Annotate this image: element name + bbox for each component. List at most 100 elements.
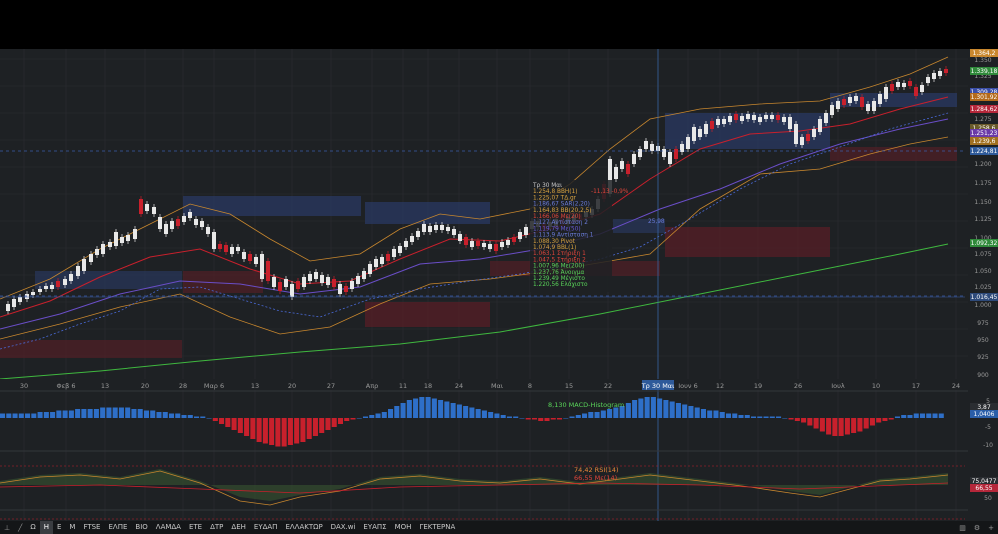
time-axis[interactable]: 30 Φεβ 6 13 20 28 Μαρ 6 13 20 27 Απρ 11 18 24 Μαι 8 15 2… <box>20 382 960 390</box>
price-tick-label: 1.200 <box>974 161 991 168</box>
candle-body <box>82 259 86 271</box>
time-tick-label: Μαι <box>491 382 503 390</box>
candle-body <box>842 99 846 105</box>
candle-body <box>482 243 486 247</box>
macd-bar <box>876 418 882 423</box>
symbol-tab[interactable]: ΕΥΔΑΠ <box>253 523 278 531</box>
symbol-tab[interactable]: ΛΑΜΔΑ <box>155 523 181 531</box>
candle-body <box>362 271 366 279</box>
candle-body <box>500 242 504 247</box>
macd-bar <box>281 418 287 447</box>
macd-bar <box>732 413 738 418</box>
symbol-tab[interactable]: Η <box>39 521 53 534</box>
rsi-badge <box>970 484 998 492</box>
macd-bar <box>932 413 938 418</box>
macd-bar <box>287 418 293 445</box>
candle-body <box>698 129 702 137</box>
macd-bar <box>888 418 894 420</box>
macd-bar <box>344 418 350 421</box>
time-tick-label: Απρ <box>366 382 379 390</box>
candle-body <box>95 249 99 255</box>
macd-bar <box>356 418 362 419</box>
candle-body <box>50 285 54 289</box>
symbol-tab[interactable]: Ε <box>56 523 62 531</box>
symbol-tab[interactable]: Μ <box>69 523 76 531</box>
candle-body <box>800 137 804 145</box>
rsi-fill <box>0 469 948 501</box>
chart-type-icon[interactable]: ▥ <box>959 523 966 532</box>
macd-bar <box>813 418 819 429</box>
symbol-tab[interactable]: ΕΛΠΕ <box>108 523 128 531</box>
symbol-tab[interactable]: ΔΕΗ <box>231 523 246 531</box>
tooltip-line: 1.119,79 Με(50) <box>533 226 581 232</box>
macd-bar <box>350 418 356 420</box>
macd-bar <box>50 412 56 418</box>
tooltip-line: 1.113,9 Αντίσταση 1 <box>533 232 594 239</box>
candle-body <box>139 199 143 214</box>
bollinger-upper <box>0 56 949 300</box>
symbol-tab[interactable]: ΕΥΑΠΣ <box>363 523 387 531</box>
symbol-tab[interactable]: DAX.wi <box>330 523 356 531</box>
macd-bar <box>319 418 325 433</box>
line-tool-icon[interactable]: ╱ <box>18 523 23 532</box>
candle-body <box>302 277 306 287</box>
tooltip-line: 1.088,30 Pivot <box>533 239 576 245</box>
support-zone <box>365 302 490 327</box>
candle-body <box>284 279 288 287</box>
macd-bar <box>863 418 869 429</box>
macd-bar <box>826 418 832 435</box>
candle-body <box>350 281 354 289</box>
symbol-tab[interactable]: ΒΙΟ <box>135 523 148 531</box>
symbol-tab[interactable]: Ω <box>30 523 36 531</box>
time-tick-label: 28 <box>179 382 187 390</box>
price-axis[interactable]: 1.350 1.325 1.275 1.200 1.175 1.150 1.125 1.100… <box>970 49 998 379</box>
candle-body <box>38 289 42 292</box>
price-tick-label: 1.350 <box>974 57 991 64</box>
symbol-tab[interactable]: ΕΛΛΑΚΤΩΡ <box>285 523 323 531</box>
macd-bar <box>638 398 644 418</box>
candle-body <box>25 294 29 299</box>
time-tick-label: 22 <box>604 382 612 390</box>
chart-canvas[interactable]: 1.350 1.325 1.275 1.200 1.175 1.150 1.125 1.100… <box>0 49 998 521</box>
macd-bar <box>125 407 131 418</box>
candle-body <box>158 217 162 229</box>
candle-body <box>206 227 210 234</box>
candle-body <box>752 115 756 120</box>
macd-bar <box>262 418 268 444</box>
candle-body <box>878 94 882 104</box>
candle-body <box>176 219 180 226</box>
macd-bar <box>219 418 225 424</box>
time-tick-label: 12 <box>716 382 724 390</box>
macd-bar <box>175 413 181 418</box>
candle-body <box>830 105 834 115</box>
candle-body <box>338 284 342 294</box>
price-tick-label: 1.150 <box>974 199 991 206</box>
macd-bar <box>913 413 919 418</box>
symbol-tab[interactable]: ΔΤΡ <box>210 523 224 531</box>
macd-bar <box>6 413 12 418</box>
candle-body <box>101 244 105 254</box>
price-badge-label: 1.224,81 <box>971 148 998 155</box>
settings-icon[interactable]: ⚙ <box>973 523 981 532</box>
symbol-tab[interactable]: FTSE <box>83 523 101 531</box>
candle-body <box>428 226 432 232</box>
add-icon[interactable]: + <box>988 523 994 532</box>
candle-body <box>440 225 444 230</box>
candle-body <box>446 227 450 231</box>
macd-bar <box>375 413 381 418</box>
price-badge <box>970 129 998 137</box>
macd-bar <box>494 413 500 418</box>
macd-bar <box>75 409 81 418</box>
symbol-tab[interactable]: ΜΟΗ <box>394 523 412 531</box>
candle-body <box>422 224 426 232</box>
chart-area[interactable]: 1.350 1.325 1.275 1.200 1.175 1.150 1.125 1.100… <box>0 49 998 521</box>
price-tick-label: 1.325 <box>974 73 991 80</box>
tooltip-line: 1.239,49 Μέγιστο <box>533 275 585 282</box>
candle-body <box>896 82 900 87</box>
symbol-tab[interactable]: ΓΕΚΤΕΡΝΑ <box>419 523 456 531</box>
symbol-tab[interactable]: ΕΤΕ <box>188 523 203 531</box>
time-tick-label: 20 <box>141 382 149 390</box>
candle-body <box>914 87 918 96</box>
crosshair-tool-icon[interactable]: ⊥ <box>4 523 11 532</box>
candle-body <box>476 241 480 246</box>
